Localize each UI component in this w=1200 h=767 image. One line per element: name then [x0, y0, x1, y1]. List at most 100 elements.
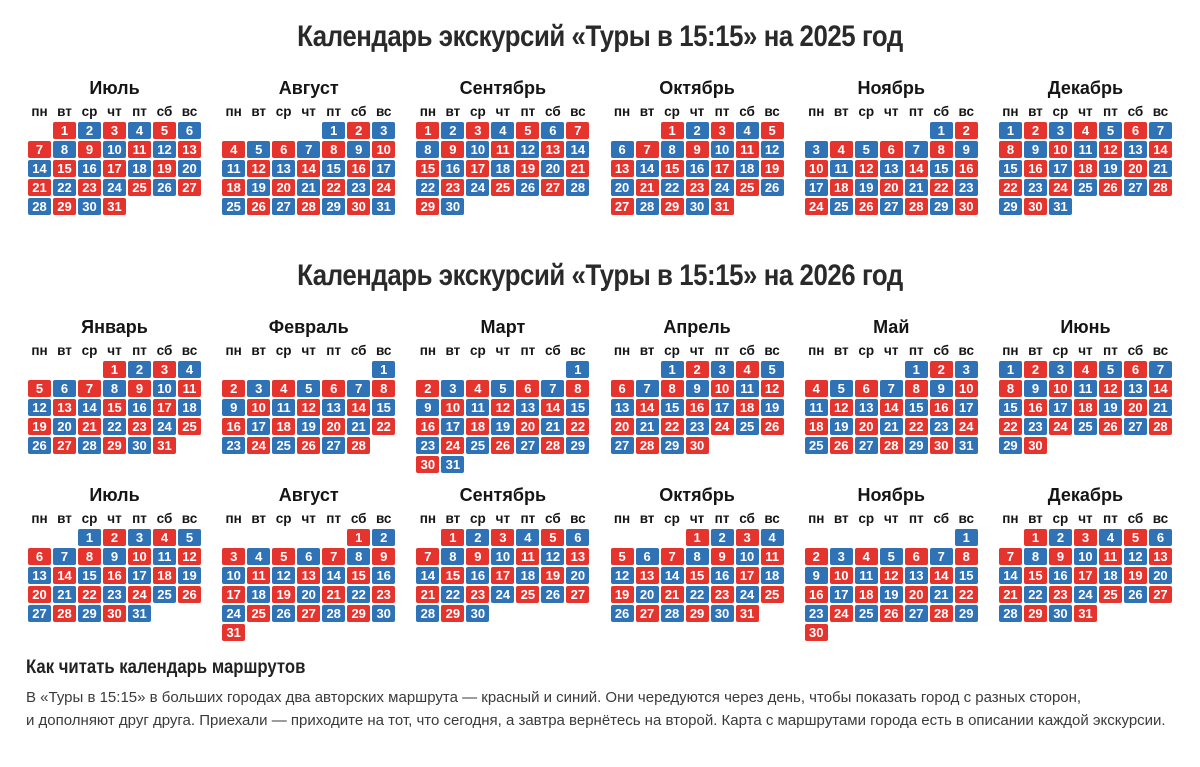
day-cell: 17	[441, 418, 465, 435]
weekday-label: пн	[225, 104, 242, 119]
day-cell: 19	[272, 586, 296, 603]
day-cell: 29	[954, 605, 978, 622]
month-name: Февраль	[268, 317, 349, 337]
month-november-2026: Ноябрь пн вт ср чт пт сб вс 1 2 3 4 5 6 7 8 9 10 11 12 13 14 1…	[804, 485, 978, 641]
weekday-label: сб	[350, 511, 367, 526]
day-cell: 26	[297, 437, 321, 454]
weekday-label: пн	[225, 343, 242, 358]
day-cell: 5	[178, 529, 201, 546]
day-cell: 23	[128, 418, 151, 435]
day-cell: 13	[541, 141, 565, 158]
day-cell: 9	[222, 399, 246, 416]
day-cell: 27	[1123, 418, 1147, 435]
weekday-label: чт	[884, 104, 899, 119]
day-cell: 18	[760, 567, 784, 584]
day-cell: 8	[685, 548, 709, 565]
weekday-label: пт	[908, 511, 924, 526]
day-cell: 10	[1048, 141, 1072, 158]
day-cell: 1	[416, 122, 440, 139]
day-cell: 19	[247, 179, 271, 196]
day-cell: 25	[516, 586, 540, 603]
weekday-label: чт	[1078, 511, 1093, 526]
day-cell: 13	[297, 567, 321, 584]
day-cell: 19	[28, 418, 51, 435]
day-cell: 4	[760, 529, 784, 546]
weekday-label: пт	[1103, 343, 1118, 358]
day-cell: 14	[347, 399, 371, 416]
empty-cell	[322, 529, 345, 546]
day-cell: 25	[1098, 586, 1122, 603]
day-cell: 1	[998, 361, 1022, 378]
empty-cell	[880, 122, 903, 139]
day-cell: 22	[78, 586, 101, 603]
day-cell: 2	[416, 380, 440, 397]
weekday-label: пн	[613, 511, 631, 526]
day-cell: 11	[735, 380, 759, 397]
day-cell: 6	[516, 380, 540, 397]
empty-cell	[322, 361, 345, 378]
day-cell: 21	[53, 586, 76, 603]
legend-line-1: В «Туры в 15:15» в больших городах два а…	[26, 689, 1082, 706]
day-cell: 30	[466, 605, 490, 622]
day-cell: 2	[441, 122, 465, 139]
day-cell: 26	[541, 586, 565, 603]
day-cell: 24	[441, 437, 465, 454]
day-cell: 27	[178, 179, 201, 196]
month-name: Август	[278, 485, 339, 505]
day-cell: 4	[178, 361, 201, 378]
day-cell: 24	[466, 179, 490, 196]
weekday-label: ср	[81, 511, 98, 526]
weekday-label: чт	[689, 104, 705, 119]
day-cell: 6	[28, 548, 51, 565]
empty-cell	[805, 529, 828, 546]
day-cell: 27	[610, 437, 634, 454]
day-cell: 24	[1048, 418, 1072, 435]
day-grid: 1 2 3 4 5 6 7 8 9 10 11 12 13 14 15 16 17 18 19 20 21 22 23 24 2…	[998, 361, 1172, 454]
day-cell: 25	[272, 437, 296, 454]
day-cell: 6	[566, 529, 590, 546]
weekday-label: вт	[1028, 104, 1043, 119]
day-cell: 9	[685, 380, 709, 397]
day-cell: 26	[491, 437, 515, 454]
day-cell: 18	[854, 586, 878, 603]
month-september-2025: Сентябрь пн вт ср чт пт сб вс 1 2 3 4 5 6 7 8 9 10 11 12 13 1…	[416, 78, 590, 215]
empty-cell	[28, 529, 51, 546]
weekday-label: чт	[301, 511, 316, 526]
day-cell: 11	[804, 399, 828, 416]
empty-cell	[247, 529, 270, 546]
day-cell: 28	[904, 198, 928, 215]
empty-cell	[541, 361, 564, 378]
empty-cell	[611, 529, 634, 546]
day-cell: 3	[1048, 361, 1072, 378]
month-name: Январь	[81, 317, 148, 337]
day-cell: 21	[904, 179, 928, 196]
day-cell: 12	[178, 548, 201, 565]
weekday-label: сб	[933, 343, 950, 358]
day-cell: 15	[660, 399, 684, 416]
day-cell: 10	[1073, 548, 1097, 565]
legend-text: В «Туры в 15:15» в больших городах два а…	[26, 687, 1174, 732]
weekday-label: пт	[1103, 511, 1118, 526]
day-cell: 1	[685, 529, 709, 546]
day-grid: 1 2 3 4 5 6 7 8 9 10 11 12 13 14 15 16 17 18 19 20 21 22 23 24 2…	[28, 122, 201, 215]
day-cell: 16	[103, 567, 126, 584]
weekday-header: пн вт ср чт пт сб вс	[28, 343, 201, 358]
day-cell: 25	[829, 198, 853, 215]
day-cell: 8	[929, 141, 953, 158]
day-cell: 4	[466, 380, 490, 397]
day-cell: 22	[103, 418, 126, 435]
day-cell: 17	[491, 567, 515, 584]
month-name: Ноябрь	[857, 78, 925, 98]
month-february-2026: Февраль пн вт ср чт пт сб вс 1 2 3 4 5 6 7 8 9 10 11 12 13 14…	[222, 317, 396, 473]
day-cell: 20	[566, 567, 590, 584]
day-cell: 4	[1073, 122, 1097, 139]
weekday-label: пт	[520, 104, 536, 119]
weekday-label: вс	[1152, 343, 1169, 358]
weekday-label: пт	[132, 104, 147, 119]
month-december-2025: Декабрь пн вт ср чт пт сб вс 1 2 3 4 5 6 7 8 9 10 11 12 13 14…	[998, 78, 1172, 215]
day-cell: 11	[516, 548, 540, 565]
day-cell: 15	[998, 160, 1022, 177]
day-cell: 21	[541, 418, 565, 435]
day-cell: 27	[635, 605, 659, 622]
day-cell: 24	[103, 179, 126, 196]
